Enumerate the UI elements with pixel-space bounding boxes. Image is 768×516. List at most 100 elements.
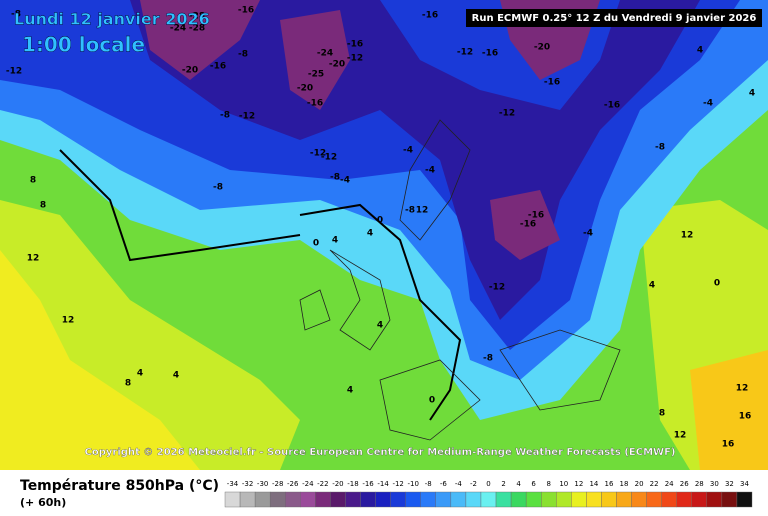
- contour-label: 4: [377, 321, 383, 331]
- contour-label: -28: [189, 24, 205, 34]
- forecast-date: Lundi 12 janvier 2026: [14, 10, 210, 29]
- colorbar-label: 6: [531, 480, 536, 488]
- colorbar-cell: [541, 491, 557, 508]
- contour-label: -20: [297, 84, 313, 94]
- colorbar-label: 0: [486, 480, 490, 488]
- contour-label: -8: [11, 10, 21, 20]
- run-info: Run ECMWF 0.25° 12 Z du Vendredi 9 janvi…: [472, 13, 757, 24]
- contour-label: 0: [313, 239, 319, 249]
- colorbar-label: 28: [695, 480, 704, 488]
- contour-label: -24: [170, 24, 186, 34]
- colorbar-cell: [390, 491, 406, 508]
- colorbar-cell: [450, 491, 467, 508]
- colorbar-cell: [224, 491, 241, 508]
- contour-label: 4: [332, 236, 338, 246]
- contour-label: 4: [749, 89, 755, 99]
- contour-label: 16: [722, 440, 735, 450]
- contour-label: 8: [30, 176, 36, 186]
- contour-label: 12: [416, 206, 429, 216]
- forecast-time: 1:00 locale: [22, 33, 145, 57]
- contour-label: -16: [238, 6, 254, 16]
- contour-label: -16: [604, 101, 620, 111]
- contour-label: -20: [182, 66, 198, 76]
- colorbar-label: 22: [650, 480, 659, 488]
- colorbar-cell: [616, 491, 632, 508]
- colorbar-label: -6: [440, 480, 448, 488]
- colorbar-cell: [375, 491, 391, 508]
- colorbar-cell: [525, 491, 542, 508]
- colorbar-cell: [646, 491, 662, 508]
- run-box: [466, 9, 762, 27]
- contour-label: 16: [739, 412, 752, 422]
- contour-label: -4: [703, 99, 713, 109]
- colorbar-cell: [285, 491, 301, 508]
- colorbar-cell: [269, 491, 286, 508]
- colorbar-cell: [556, 491, 572, 508]
- contour-label: 12: [681, 231, 694, 241]
- contour-label: -20: [534, 43, 550, 53]
- contour-label: -16: [347, 40, 363, 50]
- colorbar-label: -30: [257, 480, 268, 488]
- contour-label: 8: [125, 379, 131, 389]
- colorbar-label: 14: [589, 480, 598, 488]
- contour-label: 12: [27, 254, 40, 264]
- contour-label: -12: [489, 283, 505, 293]
- colorbar-label: -16: [362, 480, 374, 488]
- colorbar-label: -32: [242, 480, 253, 488]
- contour-label: -8: [655, 143, 665, 153]
- contour-label: -20: [329, 60, 345, 70]
- contour-label: -16: [307, 99, 323, 109]
- contour-label: -8: [213, 183, 223, 193]
- colorbar-label: 20: [635, 480, 644, 488]
- colorbar-cell: [345, 491, 361, 508]
- colorbar-label: -18: [347, 480, 358, 488]
- colorbar-cell: [601, 491, 617, 508]
- contour-labels: -8 -16-28-28-24-20 -16-8-12-8 -12-24-16-20-…: [6, 6, 755, 450]
- contour-label: -16: [210, 62, 226, 72]
- contour-label: -8: [405, 206, 415, 216]
- contour-label: 0: [429, 396, 435, 406]
- colorbar-cell: [736, 491, 753, 508]
- colorbar-label: -2: [470, 480, 477, 488]
- colorbar-cell: [510, 491, 527, 508]
- colorbar-label: -4: [455, 480, 463, 488]
- contour-label: -12: [6, 67, 22, 77]
- contour-label: -8: [238, 50, 248, 60]
- colorbar-cell: [706, 491, 723, 508]
- contour-label: 8: [659, 409, 665, 419]
- contour-label: -4: [340, 176, 350, 186]
- contour-label: -16: [544, 78, 560, 88]
- copyright: Copyright © 2026 Meteociel.fr - Source E…: [85, 447, 676, 458]
- colorbar-label: -20: [332, 480, 343, 488]
- colorbar-label: -22: [317, 480, 328, 488]
- colorbar-label: -10: [407, 480, 418, 488]
- variable-name: Température 850hPa (°C): [20, 478, 219, 494]
- contour-label: -4: [403, 146, 413, 156]
- colorbar-cell: [405, 491, 421, 508]
- contour-label: -16: [520, 220, 536, 230]
- contour-label: 0: [714, 279, 720, 289]
- colorbar-label: 10: [559, 480, 568, 488]
- contour-label: -12: [310, 149, 326, 159]
- colorbar-label: 34: [740, 480, 749, 488]
- colorbar-label: 26: [680, 480, 689, 488]
- contour-label: 12: [674, 431, 687, 441]
- colorbar-cell: [586, 491, 602, 508]
- contour-zero: [299, 203, 462, 421]
- colorbar-cell: [480, 491, 497, 508]
- colorbar-label: 2: [501, 480, 505, 488]
- colorbar-label: -8: [425, 480, 432, 488]
- contour-label: 4: [367, 229, 373, 239]
- colorbar-cell: [420, 491, 437, 508]
- contour-label: -8: [483, 354, 493, 364]
- contour-label: -12: [347, 54, 363, 64]
- colorbar-label: -28: [272, 480, 283, 488]
- colorbar-cell: [631, 491, 647, 508]
- contour-label: -4: [583, 229, 593, 239]
- contour-label: -4: [425, 166, 435, 176]
- contour-label: 8: [40, 201, 46, 211]
- warm-area: [690, 350, 768, 470]
- colorbar-cell: [315, 491, 331, 508]
- contour-label: -12: [499, 109, 515, 119]
